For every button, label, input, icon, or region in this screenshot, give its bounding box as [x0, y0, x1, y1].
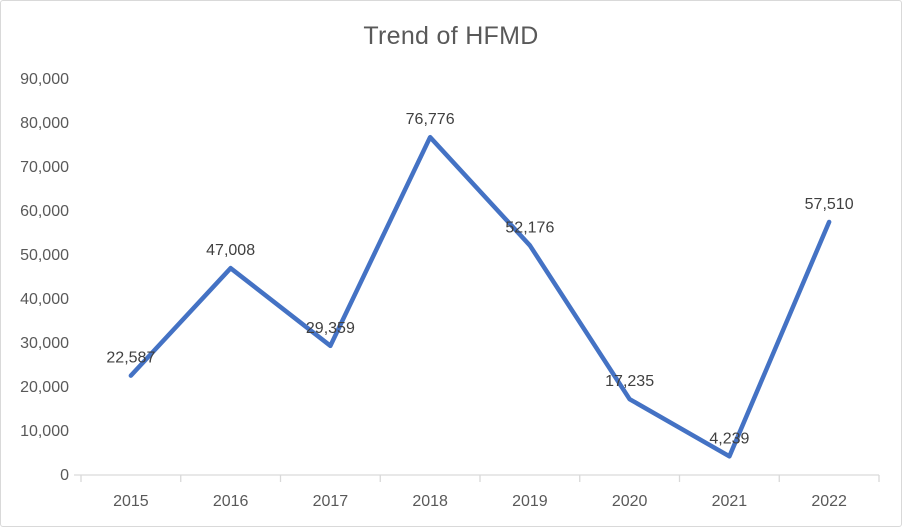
y-axis-tick-label: 90,000 [20, 71, 69, 88]
x-axis-tick-label: 2019 [512, 493, 548, 510]
y-axis-tick-label: 20,000 [20, 379, 69, 396]
x-axis-tick-label: 2022 [811, 493, 847, 510]
y-axis-tick-label: 50,000 [20, 247, 69, 264]
y-axis-tick-label: 10,000 [20, 423, 69, 440]
x-axis-tick-label: 2016 [213, 493, 249, 510]
data-point-label: 47,008 [206, 242, 255, 259]
y-axis-tick-label: 0 [60, 467, 69, 484]
x-axis-tick-label: 2021 [712, 493, 748, 510]
chart-title: Trend of HFMD [363, 22, 539, 50]
data-point-label: 22,587 [106, 350, 155, 367]
data-point-label: 4,239 [709, 430, 749, 447]
x-axis-tick-label: 2015 [113, 493, 149, 510]
data-point-label: 29,359 [306, 320, 355, 337]
data-point-label: 57,510 [805, 196, 854, 213]
y-axis-tick-label: 80,000 [20, 115, 69, 132]
y-axis-tick-label: 30,000 [20, 335, 69, 352]
data-point-label: 17,235 [605, 373, 654, 390]
x-axis-tick-label: 2018 [412, 493, 448, 510]
y-axis-tick-label: 70,000 [20, 159, 69, 176]
x-axis-tick-label: 2017 [313, 493, 349, 510]
y-axis-tick-label: 60,000 [20, 203, 69, 220]
x-axis-tick-label: 2020 [612, 493, 648, 510]
data-point-label: 52,176 [505, 219, 554, 236]
data-point-label: 76,776 [406, 111, 455, 128]
hfmd-series-line [128, 134, 832, 459]
y-axis-tick-label: 40,000 [20, 291, 69, 308]
